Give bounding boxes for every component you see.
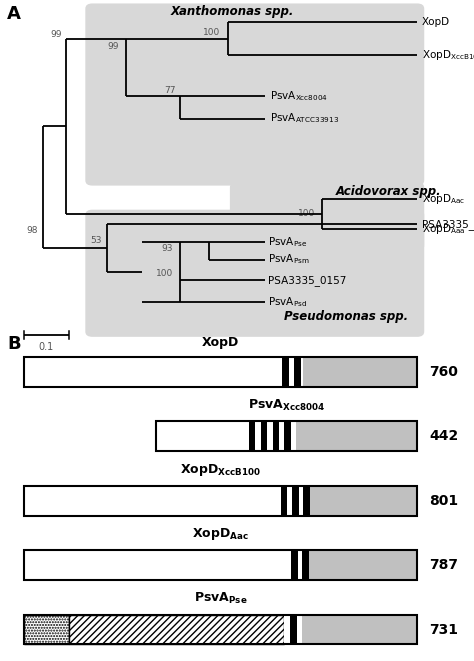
Text: XopD$_{\mathregular{Aaa}}$: XopD$_{\mathregular{Aaa}}$ xyxy=(422,221,465,235)
Text: Acidovorax spp.: Acidovorax spp. xyxy=(336,185,441,198)
Text: Xanthomonas spp.: Xanthomonas spp. xyxy=(171,5,294,18)
Bar xyxy=(273,422,279,451)
Bar xyxy=(249,422,255,451)
Bar xyxy=(24,486,417,516)
Text: 442: 442 xyxy=(429,429,458,444)
Bar xyxy=(303,357,417,387)
Bar xyxy=(156,422,417,451)
Text: XopD: XopD xyxy=(202,336,239,349)
Text: PsvA$_{\mathregular{ATCC33913}}$: PsvA$_{\mathregular{ATCC33913}}$ xyxy=(270,112,339,126)
Text: PsvA$_{\mathregular{Xcc8004}}$: PsvA$_{\mathregular{Xcc8004}}$ xyxy=(270,89,328,103)
Bar xyxy=(24,550,417,580)
Bar xyxy=(294,357,301,387)
Text: XopD$_{\mathregular{XccB100}}$: XopD$_{\mathregular{XccB100}}$ xyxy=(180,461,261,477)
Bar xyxy=(24,357,417,387)
Bar xyxy=(306,486,417,516)
Bar xyxy=(24,615,69,644)
Bar xyxy=(24,486,306,516)
Text: 100: 100 xyxy=(156,270,173,278)
Bar xyxy=(296,422,417,451)
Text: 77: 77 xyxy=(164,85,175,95)
Text: XopD: XopD xyxy=(422,17,450,27)
Text: XopD$_{\mathregular{Aac}}$: XopD$_{\mathregular{Aac}}$ xyxy=(422,192,465,206)
Text: 93: 93 xyxy=(162,244,173,253)
Bar xyxy=(281,486,287,516)
Text: PsvA$_{\mathregular{Pse}}$: PsvA$_{\mathregular{Pse}}$ xyxy=(193,592,247,607)
Text: 53: 53 xyxy=(91,236,102,245)
Bar xyxy=(290,615,297,644)
Text: XopD$_{\mathregular{Aac}}$: XopD$_{\mathregular{Aac}}$ xyxy=(192,526,249,542)
Text: 760: 760 xyxy=(429,365,458,379)
Text: A: A xyxy=(7,5,21,23)
Text: 98: 98 xyxy=(27,225,38,235)
Bar xyxy=(24,550,306,580)
FancyBboxPatch shape xyxy=(85,3,424,186)
Text: PsvA$_{\mathregular{Pse}}$: PsvA$_{\mathregular{Pse}}$ xyxy=(268,235,307,249)
FancyBboxPatch shape xyxy=(230,182,424,251)
Bar xyxy=(302,550,309,580)
Bar xyxy=(292,486,299,516)
Bar xyxy=(291,550,298,580)
Text: B: B xyxy=(7,335,21,354)
Bar xyxy=(284,422,291,451)
Bar xyxy=(284,615,302,644)
Text: 731: 731 xyxy=(429,623,458,637)
Text: 801: 801 xyxy=(429,494,458,508)
Text: 787: 787 xyxy=(429,558,458,572)
Bar xyxy=(156,422,296,451)
Text: Pseudomonas spp.: Pseudomonas spp. xyxy=(284,310,408,323)
Text: PSA3335_0157: PSA3335_0157 xyxy=(268,275,346,286)
Bar xyxy=(24,615,417,644)
Bar xyxy=(24,357,303,387)
Bar xyxy=(69,615,284,644)
Bar xyxy=(261,422,267,451)
Text: 100: 100 xyxy=(203,28,220,37)
FancyBboxPatch shape xyxy=(85,210,424,337)
Text: 99: 99 xyxy=(50,30,62,38)
Text: 0.1: 0.1 xyxy=(38,342,54,352)
Text: PsvA$_{\mathregular{Xcc8004}}$: PsvA$_{\mathregular{Xcc8004}}$ xyxy=(248,398,326,413)
Bar xyxy=(302,615,417,644)
Text: 99: 99 xyxy=(107,42,118,51)
Text: XopD$_{\mathregular{XccB100}}$: XopD$_{\mathregular{XccB100}}$ xyxy=(422,48,474,62)
Bar xyxy=(303,486,310,516)
Text: 100: 100 xyxy=(298,210,315,219)
Text: PSA3335_4544: PSA3335_4544 xyxy=(422,219,474,229)
Text: PsvA$_{\mathregular{Psd}}$: PsvA$_{\mathregular{Psd}}$ xyxy=(268,295,307,309)
Text: PsvA$_{\mathregular{Psm}}$: PsvA$_{\mathregular{Psm}}$ xyxy=(268,253,310,266)
Bar xyxy=(306,550,417,580)
Bar xyxy=(282,357,289,387)
